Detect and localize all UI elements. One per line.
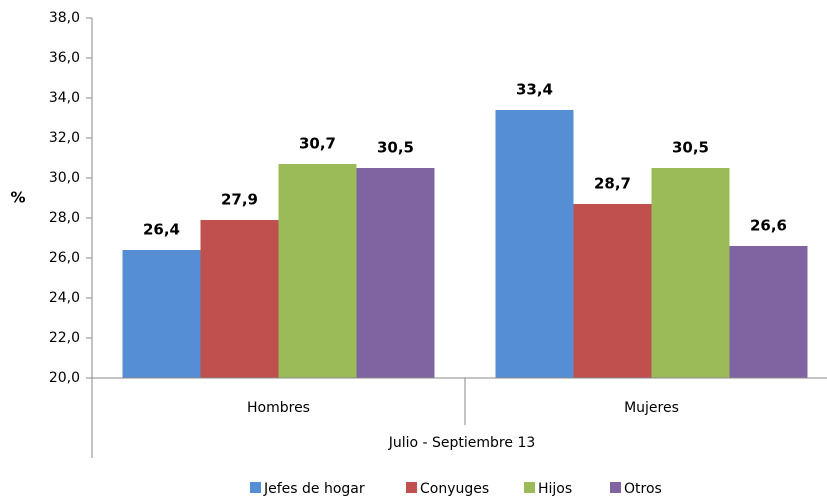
value-label: 28,7: [594, 175, 631, 193]
y-tick-label: 38,0: [49, 10, 80, 26]
y-tick-label: 28,0: [49, 210, 80, 226]
y-axis-label: %: [10, 189, 25, 207]
bar: [495, 110, 574, 378]
bar: [651, 168, 730, 378]
value-label: 30,5: [672, 139, 709, 157]
legend-label: Otros: [624, 481, 662, 497]
legend-swatch: [406, 482, 417, 493]
bar: [200, 220, 279, 378]
bar: [729, 246, 808, 378]
y-tick-label: 26,0: [49, 250, 80, 266]
x-tick-label: Hombres: [247, 400, 310, 416]
value-label: 26,6: [750, 217, 787, 235]
legend-label: Conyuges: [420, 481, 489, 497]
y-tick-label: 20,0: [49, 370, 80, 386]
value-label: 30,5: [377, 139, 414, 157]
y-tick-label: 34,0: [49, 90, 80, 106]
y-tick-label: 24,0: [49, 290, 80, 306]
legend-label: Jefes de hogar: [263, 481, 365, 497]
y-tick-label: 36,0: [49, 50, 80, 66]
legend-swatch: [610, 482, 621, 493]
bar: [122, 250, 201, 378]
y-tick-label: 32,0: [49, 130, 80, 146]
legend-swatch: [524, 482, 535, 493]
legend-swatch: [250, 482, 261, 493]
bar: [278, 164, 357, 378]
x-tick-label: Mujeres: [624, 400, 679, 416]
bar: [573, 204, 652, 378]
x-axis-label: Julio - Septiembre 13: [388, 435, 536, 451]
value-label: 30,7: [299, 135, 336, 153]
value-label: 26,4: [143, 221, 180, 239]
value-label: 27,9: [221, 191, 258, 209]
y-tick-label: 22,0: [49, 330, 80, 346]
y-tick-label: 30,0: [49, 170, 80, 186]
value-label: 33,4: [516, 81, 553, 99]
legend-label: Hijos: [538, 481, 572, 497]
bar: [356, 168, 435, 378]
